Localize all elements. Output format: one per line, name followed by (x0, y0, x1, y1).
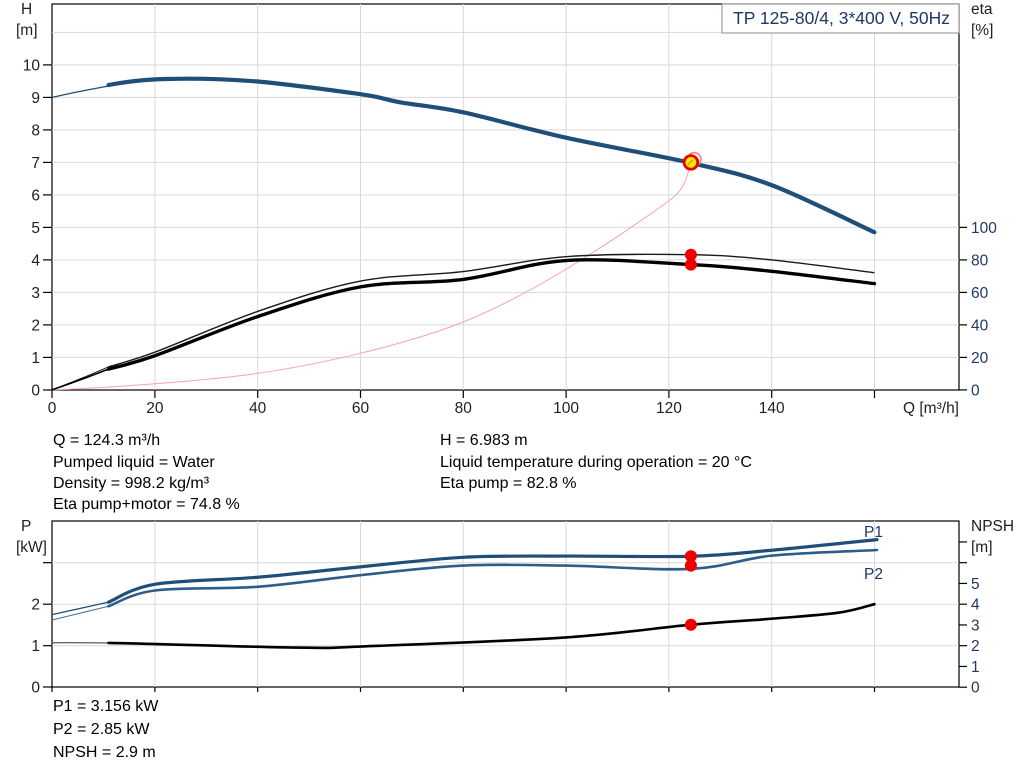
svg-text:eta: eta (971, 1, 993, 18)
svg-text:Density = 998.2 kg/m³: Density = 998.2 kg/m³ (53, 475, 210, 492)
svg-text:5: 5 (31, 220, 40, 237)
svg-text:20: 20 (146, 400, 164, 417)
svg-text:[kW]: [kW] (16, 539, 47, 556)
svg-text:10: 10 (23, 57, 41, 74)
svg-text:40: 40 (971, 317, 989, 334)
svg-text:2: 2 (31, 597, 40, 614)
svg-text:140: 140 (759, 400, 785, 417)
svg-text:100: 100 (553, 400, 579, 417)
svg-text:3: 3 (971, 617, 980, 634)
svg-text:7: 7 (31, 155, 40, 172)
svg-text:TP 125-80/4, 3*400 V, 50Hz: TP 125-80/4, 3*400 V, 50Hz (733, 8, 950, 28)
svg-text:6: 6 (31, 187, 40, 204)
svg-text:40: 40 (249, 400, 267, 417)
svg-text:[m]: [m] (971, 539, 993, 556)
svg-text:Pumped liquid = Water: Pumped liquid = Water (53, 454, 215, 471)
svg-text:1: 1 (971, 659, 980, 676)
svg-text:Eta pump = 82.8 %: Eta pump = 82.8 % (440, 475, 577, 492)
svg-text:9: 9 (31, 90, 40, 107)
svg-text:Liquid temperature during oper: Liquid temperature during operation = 20… (440, 454, 752, 471)
svg-text:0: 0 (971, 680, 980, 697)
svg-text:2: 2 (31, 317, 40, 334)
svg-text:P1 = 3.156 kW: P1 = 3.156 kW (53, 698, 159, 715)
svg-text:1: 1 (31, 350, 40, 367)
svg-text:H: H (21, 1, 32, 18)
svg-text:4: 4 (31, 252, 40, 269)
svg-text:0: 0 (971, 382, 980, 399)
svg-text:NPSH = 2.9 m: NPSH = 2.9 m (53, 744, 156, 761)
svg-text:NPSH: NPSH (971, 518, 1014, 535)
svg-text:Q [m³/h]: Q [m³/h] (903, 400, 959, 417)
svg-text:8: 8 (31, 122, 40, 139)
svg-text:100: 100 (971, 220, 997, 237)
svg-text:P1: P1 (864, 524, 883, 541)
svg-text:0: 0 (31, 680, 40, 697)
svg-text:20: 20 (971, 350, 989, 367)
svg-text:60: 60 (352, 400, 370, 417)
svg-text:Eta pump+motor = 74.8 %: Eta pump+motor = 74.8 % (53, 496, 240, 513)
svg-text:3: 3 (31, 285, 40, 302)
svg-text:P2 = 2.85 kW: P2 = 2.85 kW (53, 721, 150, 738)
svg-text:80: 80 (455, 400, 473, 417)
svg-text:4: 4 (971, 597, 980, 614)
svg-text:2: 2 (971, 638, 980, 655)
svg-text:H = 6.983 m: H = 6.983 m (440, 432, 528, 449)
svg-text:[%]: [%] (971, 22, 993, 39)
svg-text:5: 5 (971, 576, 980, 593)
svg-text:0: 0 (31, 383, 40, 400)
svg-text:P2: P2 (864, 566, 883, 583)
svg-text:1: 1 (31, 638, 40, 655)
svg-text:80: 80 (971, 252, 989, 269)
svg-text:60: 60 (971, 285, 989, 302)
svg-text:[m]: [m] (16, 22, 38, 39)
svg-text:P: P (21, 518, 31, 535)
svg-text:120: 120 (656, 400, 682, 417)
svg-text:0: 0 (48, 400, 57, 417)
svg-text:Q = 124.3 m³/h: Q = 124.3 m³/h (53, 432, 160, 449)
